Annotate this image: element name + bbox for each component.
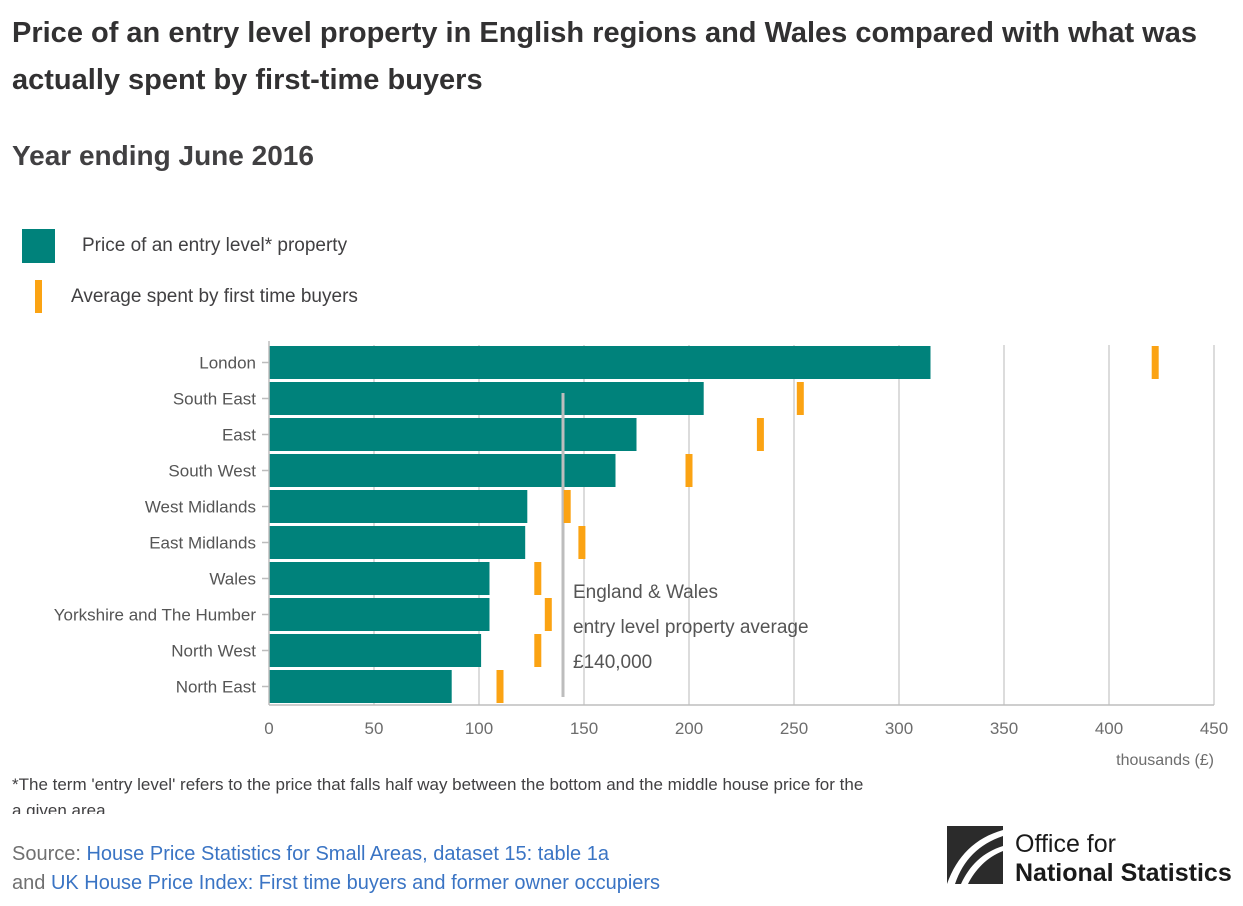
logo-line-2: National Statistics (1015, 859, 1232, 887)
category-label: Yorkshire and The Humber (54, 606, 257, 625)
x-tick-label: 100 (465, 719, 493, 738)
chart-title: Price of an entry level property in Engl… (12, 17, 1197, 96)
legend-item-first-time[interactable]: Average spent by first time buyers (22, 280, 358, 313)
legend-label-entry-level: Price of an entry level* property (82, 235, 348, 256)
bar (269, 562, 490, 595)
chart-subtitle: Year ending June 2016 (12, 140, 314, 171)
legend-swatch-tick (35, 280, 42, 313)
first-time-marker (534, 562, 542, 595)
first-time-markers (496, 346, 1159, 703)
x-tick-label: 50 (365, 719, 384, 738)
bar (269, 382, 704, 415)
logo-line-1: Office for (1015, 830, 1116, 858)
x-tick-label: 200 (675, 719, 703, 738)
x-tick-label: 300 (885, 719, 913, 738)
first-time-marker (578, 526, 586, 559)
reference-line-label: £140,000 (573, 652, 652, 673)
source-link-small-areas[interactable]: House Price Statistics for Small Areas, … (86, 843, 609, 865)
source-link-hpi[interactable]: UK House Price Index: First time buyers … (50, 872, 661, 894)
category-label: North East (176, 678, 257, 697)
x-tick-label: 450 (1200, 719, 1228, 738)
legend-label-first-time: Average spent by first time buyers (71, 285, 358, 307)
x-tick-label: 150 (570, 719, 598, 738)
bar (269, 418, 637, 451)
legend-item-entry-level[interactable]: Price of an entry level* property (22, 229, 347, 263)
first-time-marker (1151, 346, 1159, 379)
reference-line-label: entry level property average (573, 617, 809, 638)
bar-chart: 0 50 100 150 200 250 300 350 400 450 London South E… (54, 341, 1228, 770)
bar (269, 490, 528, 523)
x-tick-label: 350 (990, 719, 1018, 738)
bar (269, 454, 616, 487)
x-tick-label: 400 (1095, 719, 1123, 738)
reference-line-label: England & Wales (573, 582, 718, 603)
category-label: South East (173, 390, 256, 409)
axes (262, 341, 1214, 706)
first-time-marker (756, 418, 764, 451)
category-label: East Midlands (149, 534, 256, 553)
category-label: London (199, 354, 256, 373)
x-axis-label: thousands (£) (1116, 752, 1214, 769)
labels: 0 50 100 150 200 250 300 350 400 450 London South E… (54, 354, 1228, 770)
legend-swatch-bar (22, 229, 55, 263)
source-connector: and (12, 872, 51, 894)
first-time-marker (563, 490, 571, 523)
first-time-marker (796, 382, 804, 415)
first-time-marker (544, 598, 552, 631)
source-prefix: Source: (12, 843, 87, 865)
ons-logo-icon (947, 826, 1003, 884)
bar (269, 634, 482, 667)
ons-logo[interactable]: Office for National Statistics (947, 826, 1232, 888)
category-label: East (222, 426, 256, 445)
bars (269, 346, 931, 703)
first-time-marker (496, 670, 504, 703)
category-label: South West (168, 462, 256, 481)
footnote: *The term 'entry level' refers to the pr… (12, 775, 864, 814)
category-label: North West (171, 642, 256, 661)
bar (269, 598, 490, 631)
x-tick-label: 0 (264, 719, 273, 738)
bar (269, 346, 931, 379)
category-label: Wales (209, 570, 256, 589)
category-label: West Midlands (145, 498, 256, 517)
bar (269, 526, 526, 559)
x-tick-label: 250 (780, 719, 808, 738)
source: Source: House Price Statistics for Small… (12, 840, 660, 898)
first-time-marker (685, 454, 693, 487)
first-time-marker (534, 634, 542, 667)
bar (269, 670, 452, 703)
